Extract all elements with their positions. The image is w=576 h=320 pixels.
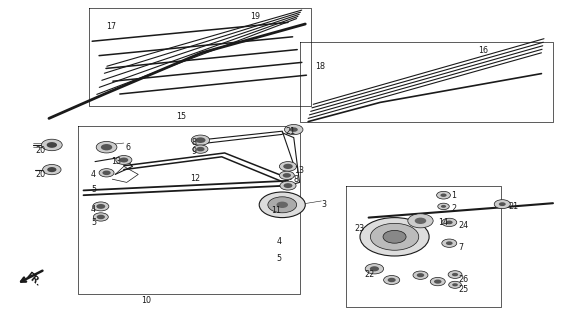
Circle shape [370, 266, 379, 271]
Circle shape [103, 171, 111, 175]
Text: 12: 12 [190, 174, 200, 183]
Text: 4: 4 [91, 205, 96, 214]
Circle shape [279, 171, 294, 180]
Circle shape [97, 215, 105, 219]
Circle shape [446, 220, 453, 224]
Circle shape [452, 283, 458, 286]
Circle shape [96, 141, 117, 153]
Circle shape [383, 230, 406, 243]
Text: 5: 5 [91, 218, 96, 227]
Text: 6: 6 [126, 143, 131, 152]
Circle shape [388, 278, 396, 282]
Circle shape [116, 156, 132, 164]
Circle shape [191, 135, 210, 145]
Text: 24: 24 [458, 221, 468, 230]
Circle shape [119, 157, 128, 163]
Circle shape [259, 192, 305, 218]
Circle shape [384, 276, 400, 284]
Circle shape [416, 273, 424, 277]
Text: 8: 8 [191, 138, 196, 147]
Text: 20: 20 [36, 146, 46, 155]
Circle shape [408, 214, 433, 228]
Circle shape [437, 191, 450, 199]
Text: 5: 5 [91, 185, 96, 194]
Circle shape [268, 197, 297, 213]
Circle shape [430, 277, 445, 286]
Circle shape [47, 167, 56, 172]
Circle shape [441, 194, 446, 197]
Text: 21: 21 [285, 127, 295, 136]
Circle shape [276, 202, 288, 208]
Text: 1: 1 [451, 191, 456, 200]
Text: 19: 19 [251, 12, 261, 21]
Text: 3: 3 [321, 200, 327, 209]
Circle shape [47, 142, 57, 148]
Circle shape [415, 218, 426, 224]
Circle shape [448, 271, 462, 278]
Circle shape [41, 139, 62, 151]
Circle shape [499, 202, 506, 206]
Circle shape [360, 218, 429, 256]
Text: 20: 20 [36, 170, 46, 179]
Circle shape [43, 164, 61, 175]
Circle shape [283, 183, 293, 188]
Circle shape [283, 164, 293, 169]
Circle shape [195, 137, 206, 143]
Text: 9: 9 [191, 147, 196, 156]
Text: 5: 5 [276, 254, 282, 263]
Text: 16: 16 [478, 46, 488, 55]
Text: 4: 4 [276, 237, 282, 246]
Text: 8: 8 [294, 175, 299, 184]
Text: 10: 10 [141, 296, 151, 305]
Text: 11: 11 [271, 206, 281, 215]
Text: 13: 13 [294, 166, 304, 175]
Circle shape [446, 241, 453, 245]
Circle shape [441, 205, 446, 208]
Text: 25: 25 [458, 285, 468, 294]
Text: 15: 15 [176, 112, 186, 121]
Circle shape [196, 147, 204, 151]
Circle shape [280, 181, 296, 190]
Text: 14: 14 [438, 218, 448, 227]
Circle shape [283, 173, 291, 178]
Circle shape [96, 204, 105, 209]
Text: 18: 18 [315, 62, 325, 71]
Circle shape [93, 213, 108, 221]
Text: 7: 7 [458, 243, 463, 252]
Text: FR.: FR. [24, 270, 43, 288]
Circle shape [494, 200, 510, 209]
Circle shape [442, 218, 457, 227]
Circle shape [93, 202, 109, 211]
Text: 22: 22 [364, 270, 374, 279]
Text: 4: 4 [91, 170, 96, 179]
Text: 2: 2 [451, 204, 456, 213]
Circle shape [193, 145, 208, 153]
Circle shape [434, 280, 441, 284]
Text: 26: 26 [458, 275, 468, 284]
Text: 21: 21 [509, 202, 519, 211]
Circle shape [442, 239, 457, 247]
Circle shape [290, 127, 298, 132]
Circle shape [370, 223, 419, 250]
Circle shape [413, 271, 428, 279]
Circle shape [285, 124, 303, 135]
Text: 13: 13 [111, 157, 121, 166]
Circle shape [99, 169, 114, 177]
Circle shape [438, 203, 449, 210]
Circle shape [449, 281, 461, 288]
Circle shape [101, 144, 112, 150]
Circle shape [365, 264, 384, 274]
Circle shape [279, 162, 297, 171]
Circle shape [452, 273, 458, 276]
Text: 23: 23 [354, 224, 365, 233]
Text: 17: 17 [107, 22, 117, 31]
